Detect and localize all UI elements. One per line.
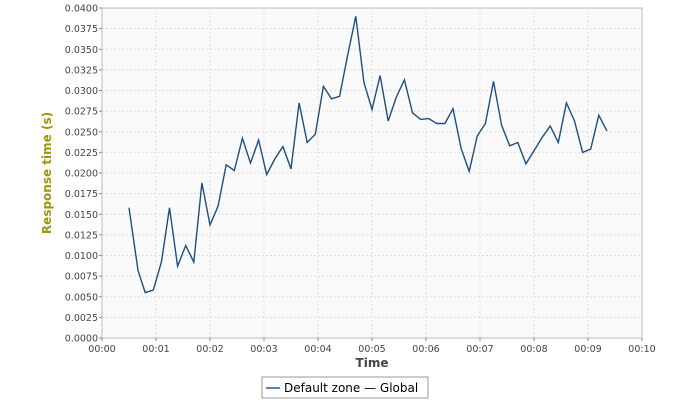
- y-tick-label: 0.0050: [65, 292, 98, 303]
- legend-box: [261, 376, 429, 399]
- x-tick-label: 00:08: [520, 344, 547, 355]
- y-tick-label: 0.0225: [65, 148, 98, 159]
- x-tick-label: 00:06: [412, 344, 439, 355]
- y-axis: 0.0000 0.0025 0.0050 0.0075 0.0100 0.0125 0.01…: [65, 4, 102, 345]
- x-axis: 00:00 00:01 00:02 00:03 00:04 00:05 00:06 00:07…: [88, 338, 656, 355]
- y-tick-label: 0.0375: [65, 24, 98, 35]
- x-tick-label: 00:10: [628, 344, 655, 355]
- x-tick-label: 00:07: [466, 344, 493, 355]
- x-tick-label: 00:00: [88, 344, 115, 355]
- x-tick-label: 00:02: [196, 344, 223, 355]
- y-tick-label: 0.0200: [65, 169, 98, 180]
- y-tick-label: 0.0125: [65, 230, 98, 241]
- x-tick-label: 00:05: [358, 344, 385, 355]
- y-tick-label: 0.0325: [65, 65, 98, 76]
- series-line: [128, 16, 608, 294]
- x-tick-label: 00:09: [574, 344, 601, 355]
- y-tick-label: 0.0025: [65, 313, 98, 324]
- y-tick-label: 0.0400: [65, 4, 98, 15]
- grid-lines: [102, 8, 642, 338]
- x-axis-title: Time: [356, 356, 389, 370]
- y-tick-label: 0.0150: [65, 210, 98, 221]
- y-tick-label: 0.0275: [65, 107, 98, 118]
- legend-label: Default zone — Global: [284, 381, 418, 395]
- y-tick-label: 0.0250: [65, 127, 98, 138]
- y-axis-title: Response time (s): [40, 112, 54, 234]
- y-tick-label: 0.0175: [65, 189, 98, 200]
- y-tick-label: 0.0075: [65, 272, 98, 283]
- x-tick-label: 00:01: [142, 344, 169, 355]
- y-tick-label: 0.0000: [65, 334, 98, 345]
- y-tick-label: 0.0100: [65, 251, 98, 262]
- x-tick-label: 00:03: [250, 344, 277, 355]
- x-tick-label: 00:04: [304, 344, 331, 355]
- y-tick-label: 0.0300: [65, 86, 98, 97]
- y-tick-label: 0.0350: [65, 45, 98, 56]
- legend: Default zone — Global: [261, 376, 429, 399]
